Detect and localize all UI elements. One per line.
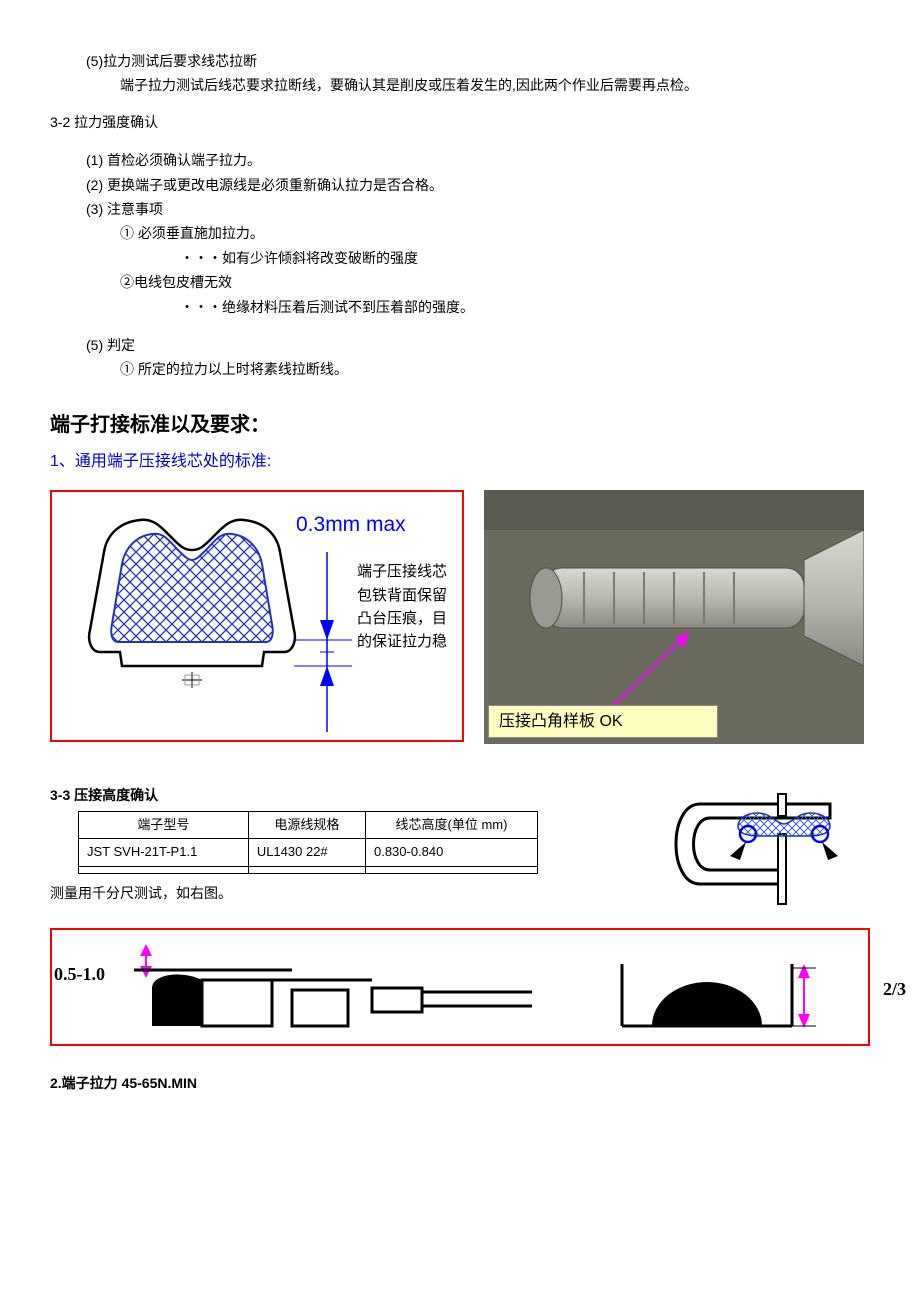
tbl-r1c1 — [248, 867, 365, 874]
tbl-r1c0 — [79, 867, 249, 874]
sec32-i5: (5) 判定 — [86, 334, 870, 356]
micrometer-diagram — [660, 784, 870, 914]
sec32-i2: (2) 更换端子或更改电源线是必须重新确认拉力是否合格。 — [86, 174, 870, 196]
figure-crosssection: 0.3mm max 端子压接线芯 包铁背面保留 凸台压痕，目 的保证拉力稳 — [50, 490, 464, 742]
tbl-r0c1: UL1430 22# — [248, 839, 365, 867]
sec33-row: 3-3 压接高度确认 端子型号 电源线规格 线芯高度(单位 mm) JST SV… — [50, 784, 870, 914]
crosssection-note: 端子压接线芯 包铁背面保留 凸台压痕，目 的保证拉力稳 — [357, 560, 447, 653]
crimp-height-table: 端子型号 电源线规格 线芯高度(单位 mm) JST SVH-21T-P1.1 … — [78, 811, 538, 875]
figure-sample-photo: 压接凸角样板 OK — [484, 490, 864, 744]
micrometer-svg — [660, 784, 870, 914]
final-tension-note: 2.端子拉力 45-65N.MIN — [50, 1072, 870, 1094]
sec32-i3b-note: ・・・绝缘材料压着后测试不到压着部的强度。 — [180, 296, 870, 318]
heading-sub: 1、通用端子压接线芯处的标准: — [50, 449, 870, 475]
tbl-r0c0: JST SVH-21T-P1.1 — [79, 839, 249, 867]
dimension-svg — [52, 930, 868, 1044]
sec33-title: 3-3 压接高度确认 — [50, 784, 640, 806]
label-2-3: 2/3 — [883, 975, 906, 1004]
sec33-note: 测量用千分尺测试，如右图。 — [50, 882, 640, 904]
sec32-i1: (1) 首检必须确认端子拉力。 — [86, 149, 870, 171]
sec32-i3a-note: ・・・如有少许倾斜将改变破断的强度 — [180, 247, 870, 269]
sec32-i3b: ②电线包皮槽无效 — [120, 271, 870, 293]
heading-main: 端子打接标准以及要求： — [50, 409, 870, 441]
note-l3: 凸台压痕，目 — [357, 607, 447, 630]
dimension-diagram: 0.5-1.0 2/3 — [50, 928, 870, 1046]
dim-label-03mm: 0.3mm max — [296, 508, 406, 542]
sample-ok-label: 压接凸角样板 OK — [488, 705, 718, 739]
tbl-h0: 端子型号 — [79, 811, 249, 839]
tbl-r1c2 — [365, 867, 537, 874]
figure-row: 0.3mm max 端子压接线芯 包铁背面保留 凸台压痕，目 的保证拉力稳 — [50, 490, 870, 744]
note-l2: 包铁背面保留 — [357, 584, 447, 607]
note-l1: 端子压接线芯 — [357, 560, 447, 583]
tbl-h2: 线芯高度(单位 mm) — [365, 811, 537, 839]
sec32-i5a: ① 所定的拉力以上时将素线拉断线。 — [120, 358, 870, 380]
sec5-body: 端子拉力测试后线芯要求拉断线，要确认其是削皮或压着发生的,因此两个作业后需要再点… — [120, 74, 870, 96]
sec5-title: (5)拉力测试后要求线芯拉断 — [86, 50, 870, 72]
sec32-i3a: ① 必须垂直施加拉力。 — [120, 222, 870, 244]
tbl-h1: 电源线规格 — [248, 811, 365, 839]
note-l4: 的保证拉力稳 — [357, 630, 447, 653]
sec32-title: 3-2 拉力强度确认 — [50, 111, 870, 133]
sec32-i3: (3) 注意事项 — [86, 198, 870, 220]
label-05-10: 0.5-1.0 — [54, 960, 105, 989]
tbl-r0c2: 0.830-0.840 — [365, 839, 537, 867]
